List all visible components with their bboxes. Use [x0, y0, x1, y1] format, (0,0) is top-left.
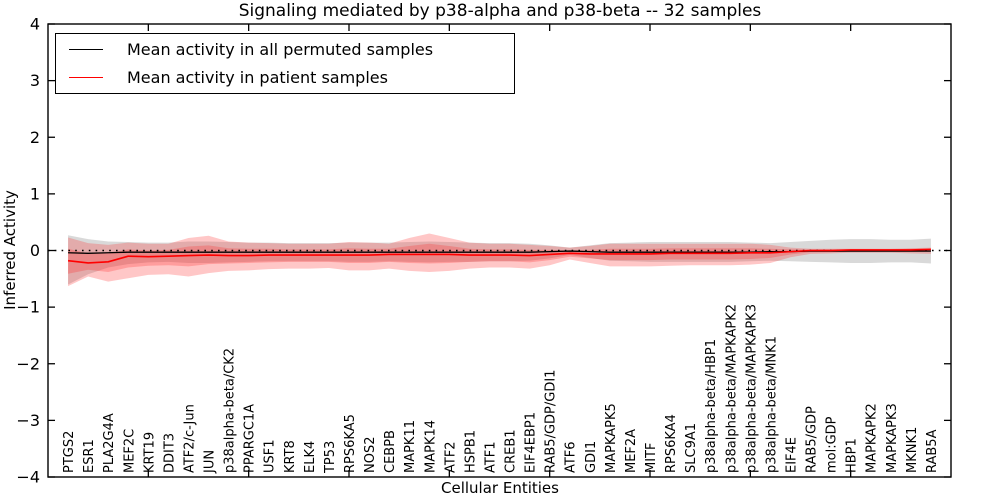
y-tick-label: −2	[16, 354, 40, 373]
x-tick-label: ATF2/c-Jun	[182, 404, 197, 473]
y-tick-label: −4	[16, 468, 40, 487]
x-tick-label: MITF	[644, 443, 659, 473]
patient-mean-line	[67, 248, 931, 264]
y-tick-label: 2	[30, 128, 40, 147]
x-tick-label: TP53	[323, 441, 338, 474]
x-tick-label: ATF6	[564, 441, 579, 473]
x-tick-label: MAPK11	[403, 420, 418, 473]
x-tick-label: HBP1	[845, 438, 860, 473]
x-tick-label: KRT8	[283, 440, 298, 473]
x-tick-label: p38alpha-beta/HBP1	[704, 339, 719, 473]
x-tick-label: RAB5A	[925, 429, 940, 473]
x-tick-label: KRT19	[142, 432, 157, 473]
x-tick-label: ATF1	[483, 441, 498, 473]
legend-entry-patient: Mean activity in patient samples	[56, 65, 514, 91]
x-tick-label: PLA2G4A	[102, 413, 117, 473]
legend: Mean activity in all permuted samples Me…	[55, 33, 515, 94]
legend-label-patient: Mean activity in patient samples	[127, 68, 388, 88]
x-tick-label: EIF4EBP1	[524, 412, 539, 473]
x-tick-label: MAPKAPK2	[865, 403, 880, 473]
x-tick-label: USF1	[263, 439, 278, 473]
x-tick-label: p38alpha-beta/MNK1	[764, 336, 779, 473]
x-tick-label: RAB5/GDP	[805, 406, 820, 473]
x-tick-label: EIF4E	[784, 437, 799, 473]
x-tick-label: PPARGC1A	[243, 404, 258, 473]
x-tick-label: RAB5/GDP/GDI1	[544, 370, 559, 473]
y-tick-label: −3	[16, 411, 40, 430]
permuted-samples-band	[68, 235, 931, 285]
permuted-line-swatch	[69, 48, 103, 50]
x-tick-label: MAPKAPK5	[604, 403, 619, 473]
y-tick-label: 4	[30, 15, 40, 34]
x-tick-label: CEBPB	[383, 430, 398, 473]
x-tick-label: PTGS2	[62, 431, 77, 473]
x-tick-label: HSPB1	[463, 430, 478, 473]
x-tick-label: ESR1	[82, 439, 97, 473]
legend-label-permuted: Mean activity in all permuted samples	[127, 39, 434, 59]
patient-line-swatch	[69, 77, 103, 79]
x-tick-label: DDIT3	[162, 433, 177, 473]
y-axis-label: Inferred Activity	[1, 190, 19, 310]
y-tick-label: −1	[16, 298, 40, 317]
x-tick-label: p38alpha-beta/MAPKAPK3	[744, 304, 759, 473]
x-tick-label: RPS6KA5	[343, 414, 358, 473]
x-tick-label: GDI1	[584, 441, 599, 473]
x-tick-label: MAPKAPK3	[885, 403, 900, 473]
x-axis-label: Cellular Entities	[441, 479, 559, 497]
y-tick-label: 0	[30, 241, 40, 260]
patient-samples-band-inner	[68, 243, 931, 274]
x-tick-label: SLC9A1	[684, 423, 699, 473]
y-tick-label: 1	[30, 184, 40, 203]
x-tick-label: MEF2C	[122, 429, 137, 473]
x-tick-label: NOS2	[363, 437, 378, 473]
x-tick-label: mol:GDP	[825, 416, 840, 473]
legend-entry-permuted: Mean activity in all permuted samples	[56, 36, 514, 62]
patient-samples-band-outer	[68, 233, 931, 287]
x-tick-label: p38alpha-beta/MAPKAPK2	[724, 304, 739, 473]
chart-title: Signaling mediated by p38-alpha and p38-…	[238, 1, 762, 21]
y-tick-label: 3	[30, 71, 40, 90]
x-tick-label: MAPK14	[423, 420, 438, 473]
x-tick-label: CREB1	[504, 429, 519, 473]
x-tick-label: RPS6KA4	[664, 414, 679, 473]
x-tick-label: ATF2	[443, 441, 458, 473]
x-tick-label: p38alpha-beta/CK2	[223, 348, 238, 473]
x-tick-label: ELK4	[303, 441, 318, 473]
x-tick-label: MEF2A	[624, 429, 639, 473]
x-tick-label: MKNK1	[905, 427, 920, 473]
x-tick-label: JUN	[203, 450, 218, 474]
